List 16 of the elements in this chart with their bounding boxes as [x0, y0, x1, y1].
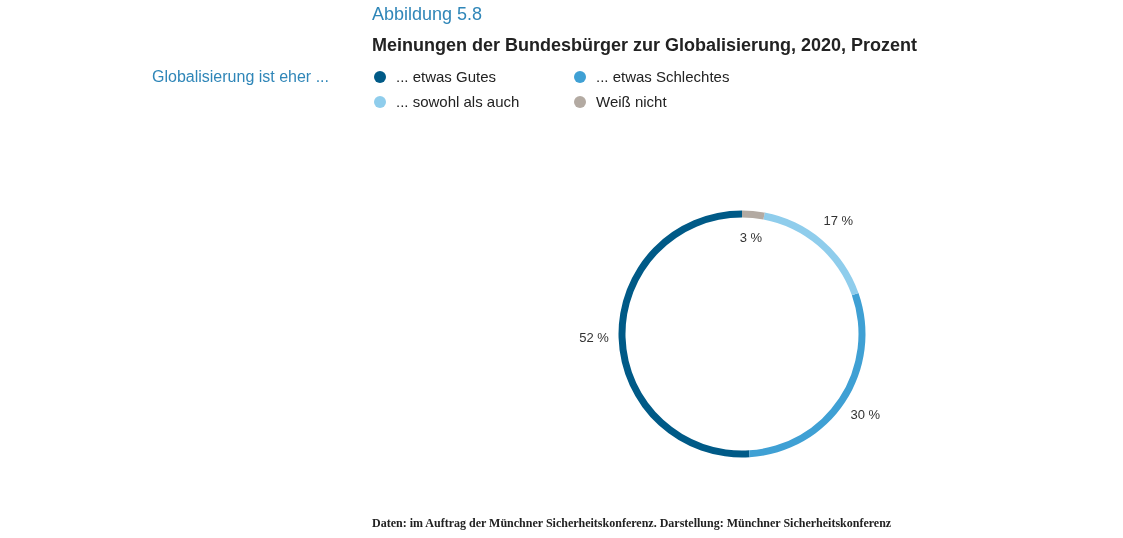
donut-slice [742, 210, 765, 220]
data-label: 30 % [850, 407, 881, 423]
data-label: 52 % [579, 330, 610, 345]
data-label: 17 % [823, 213, 854, 229]
chart-subtitle: Meinungen der Bundesbürger zur Globalisierung, 2020, Prozent [372, 35, 918, 55]
legend-title: Globalisierung ist eher ... [152, 68, 329, 85]
legend-label: ... etwas Gutes [396, 68, 497, 85]
legend-label: Weiß nicht [596, 93, 668, 110]
legend-label: ... etwas Schlechtes [596, 68, 730, 85]
legend-label: ... sowohl als auch [396, 93, 520, 110]
chart-title: Abbildung 5.8 [372, 4, 483, 24]
data-label: 3 % [739, 229, 763, 245]
donut-slice [618, 210, 750, 458]
donut-slice [763, 212, 859, 296]
donut-slice [749, 292, 866, 458]
text: Daten: im Auftrag der Münchner Sicherheitskonferenz. Darstellung: Münchner Sicherheitskonferenz [372, 516, 892, 530]
